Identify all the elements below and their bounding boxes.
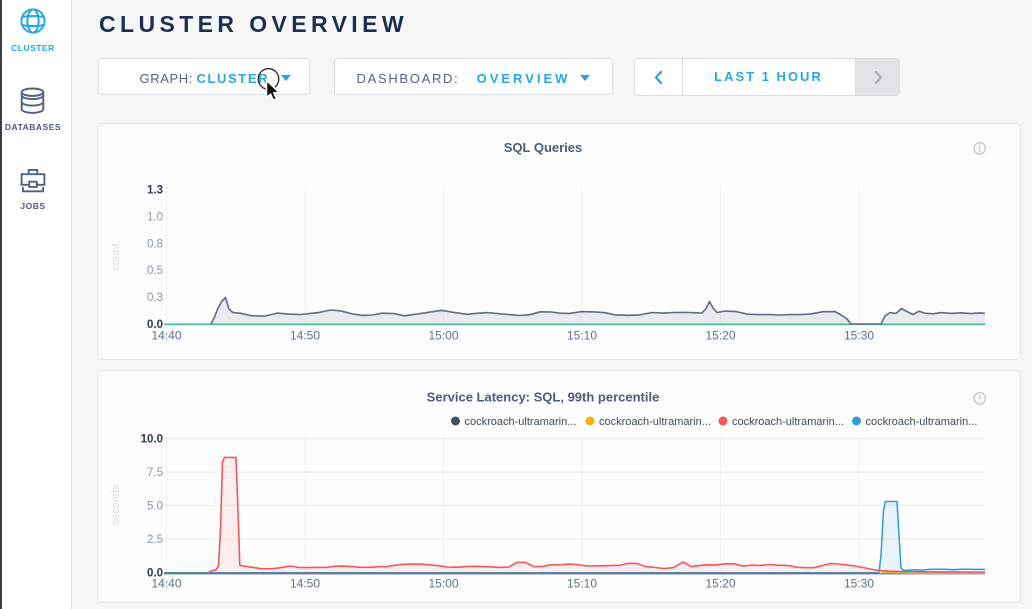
svg-text:1.0: 1.0	[147, 211, 163, 223]
svg-text:SQL Queries: SQL Queries	[504, 140, 583, 155]
svg-text:15:30: 15:30	[844, 329, 874, 343]
svg-text:15:00: 15:00	[428, 329, 458, 343]
svg-text:15:10: 15:10	[567, 577, 597, 591]
svg-text:0.3: 0.3	[147, 292, 163, 304]
svg-text:seconds: seconds	[110, 484, 122, 525]
svg-text:0.0: 0.0	[147, 319, 163, 331]
svg-text:0.5: 0.5	[147, 265, 163, 277]
svg-text:count: count	[110, 244, 122, 271]
svg-text:5.0: 5.0	[147, 500, 163, 512]
svg-text:0.0: 0.0	[147, 568, 163, 580]
svg-text:cockroach-ultramarin...: cockroach-ultramarin...	[866, 416, 978, 428]
svg-text:Service Latency: SQL, 99th per: Service Latency: SQL, 99th percentile	[427, 390, 660, 405]
svg-text:14:50: 14:50	[290, 329, 320, 343]
svg-text:cockroach-ultramarin...: cockroach-ultramarin...	[599, 416, 711, 428]
svg-text:15:30: 15:30	[844, 577, 874, 591]
svg-text:14:50: 14:50	[290, 577, 320, 591]
svg-text:15:20: 15:20	[705, 329, 735, 343]
svg-text:cockroach-ultramarin...: cockroach-ultramarin...	[465, 416, 577, 428]
svg-text:15:10: 15:10	[567, 329, 597, 343]
svg-text:14:40: 14:40	[151, 329, 181, 343]
svg-text:0.8: 0.8	[147, 238, 163, 250]
svg-text:15:20: 15:20	[705, 577, 735, 591]
svg-text:2.5: 2.5	[147, 534, 163, 546]
svg-text:cockroach-ultramarin...: cockroach-ultramarin...	[732, 416, 844, 428]
svg-text:7.5: 7.5	[147, 467, 163, 479]
svg-text:14:40: 14:40	[151, 577, 181, 591]
svg-text:15:00: 15:00	[428, 577, 458, 591]
svg-text:1.3: 1.3	[147, 185, 163, 197]
svg-text:10.0: 10.0	[141, 434, 163, 446]
